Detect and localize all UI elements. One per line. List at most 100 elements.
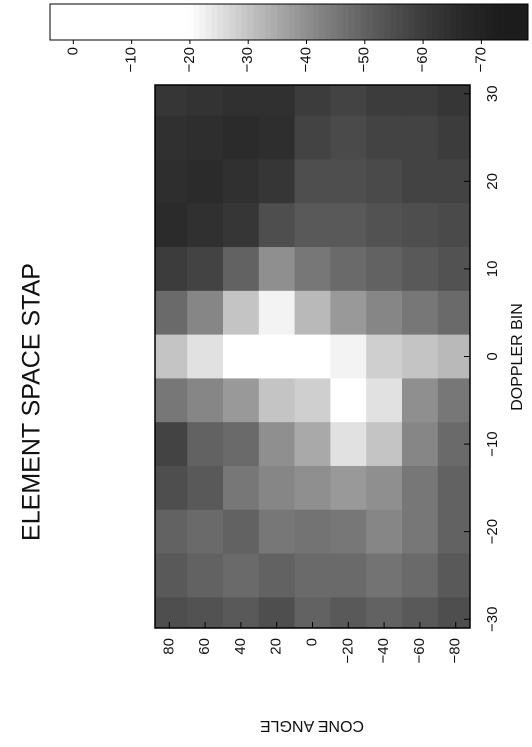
colorbar-strip	[480, 4, 487, 40]
heat-cell	[258, 553, 296, 598]
heat-cell	[330, 115, 367, 160]
colorbar-strip	[139, 4, 147, 40]
heat-cell	[258, 246, 296, 291]
chart-title: ELEMENT SPACE STAP	[18, 263, 46, 541]
colorbar-strip	[50, 4, 57, 40]
colorbar-strip	[127, 4, 135, 40]
colorbar-strip	[103, 4, 111, 40]
heatmap	[155, 85, 470, 628]
colorbar-strip	[498, 4, 505, 40]
colorbar-strip	[241, 4, 248, 40]
y-tick-label: −40	[375, 638, 392, 663]
colorbar-strip	[211, 4, 218, 40]
heat-cell	[437, 290, 470, 335]
colorbar-strip	[420, 4, 427, 40]
colorbar-strip	[163, 4, 170, 40]
colorbar-strip	[372, 4, 380, 40]
heat-cell	[294, 596, 331, 628]
heat-cell	[401, 509, 439, 554]
heat-cell	[223, 246, 260, 291]
colorbar-strip	[253, 4, 260, 40]
colorbar-tick-label: −70	[472, 47, 489, 72]
heat-cell	[258, 596, 296, 628]
colorbar-tick-label: −20	[181, 47, 198, 72]
heat-cell	[223, 509, 260, 554]
colorbar-frame	[49, 3, 529, 41]
heat-cell	[223, 290, 260, 335]
colorbar-strip	[79, 4, 87, 40]
heat-cell	[330, 158, 367, 204]
heat-cell	[258, 85, 296, 116]
heat-cell	[294, 158, 331, 204]
heat-cell	[330, 246, 367, 291]
colorbar-strip	[259, 4, 266, 40]
colorbar-strip	[396, 4, 404, 40]
heat-cell	[294, 115, 331, 160]
heat-cell	[401, 596, 439, 628]
heat-cell	[330, 334, 367, 379]
y-tick-label: −20	[339, 638, 356, 663]
colorbar-strip	[61, 4, 69, 40]
heat-cell	[187, 290, 224, 335]
colorbar-strip	[115, 4, 123, 40]
y-axis-label: CONE ANGLE	[260, 717, 364, 734]
colorbar-strip	[271, 4, 278, 40]
colorbar-strip	[486, 4, 493, 40]
x-tick-label: 0	[484, 352, 501, 360]
heat-cell	[187, 334, 224, 379]
heat-cell	[223, 596, 260, 628]
heat-cell	[330, 596, 367, 628]
colorbar-strip	[516, 4, 523, 40]
heat-cell	[366, 334, 403, 379]
colorbar-strip	[456, 4, 463, 40]
heat-cell	[155, 509, 188, 554]
heat-cell	[437, 246, 470, 291]
colorbar-tick-label: −10	[123, 47, 140, 72]
heat-cell	[401, 334, 439, 379]
colorbar-strip	[205, 4, 212, 40]
heat-cell	[258, 115, 296, 160]
heat-cell	[187, 465, 224, 510]
heat-cell	[437, 85, 470, 116]
heat-cell	[437, 596, 470, 628]
colorbar-strip	[354, 4, 362, 40]
heat-cell	[401, 246, 439, 291]
heat-cell	[330, 290, 367, 335]
heat-cell	[330, 421, 367, 466]
heat-cell	[294, 202, 331, 248]
heat-cell	[401, 421, 439, 466]
heat-cell	[155, 377, 188, 423]
heat-cell	[155, 465, 188, 510]
colorbar-strip	[294, 4, 302, 40]
colorbar-strip	[492, 4, 499, 40]
heat-cell	[437, 334, 470, 379]
heat-cell	[187, 115, 224, 160]
heat-cell	[223, 202, 260, 248]
heat-cell	[294, 509, 331, 554]
heat-cell	[187, 202, 224, 248]
colorbar-strip	[360, 4, 368, 40]
heat-cell	[294, 465, 331, 510]
colorbar-strip	[151, 4, 159, 40]
y-tick-label: 60	[196, 638, 213, 655]
colorbar: 0 −10 −20 −30 −40 −50 −60 −70	[50, 4, 529, 72]
colorbar-strip	[366, 4, 374, 40]
x-tick-label: 10	[484, 261, 501, 278]
colorbar-strip	[235, 4, 242, 40]
heat-cell	[437, 421, 470, 466]
colorbar-strip	[169, 4, 176, 40]
heat-cell	[223, 553, 260, 598]
heat-cell	[330, 465, 367, 510]
heat-cell	[330, 85, 367, 116]
heat-cell	[366, 202, 403, 248]
heat-cell	[330, 509, 367, 554]
x-tick-label: −10	[484, 431, 501, 456]
heat-cell	[401, 202, 439, 248]
colorbar-strip	[312, 4, 320, 40]
heat-cell	[223, 377, 260, 423]
colorbar-tick-label: −40	[297, 47, 314, 72]
heat-cell	[258, 290, 296, 335]
colorbar-strip	[145, 4, 153, 40]
